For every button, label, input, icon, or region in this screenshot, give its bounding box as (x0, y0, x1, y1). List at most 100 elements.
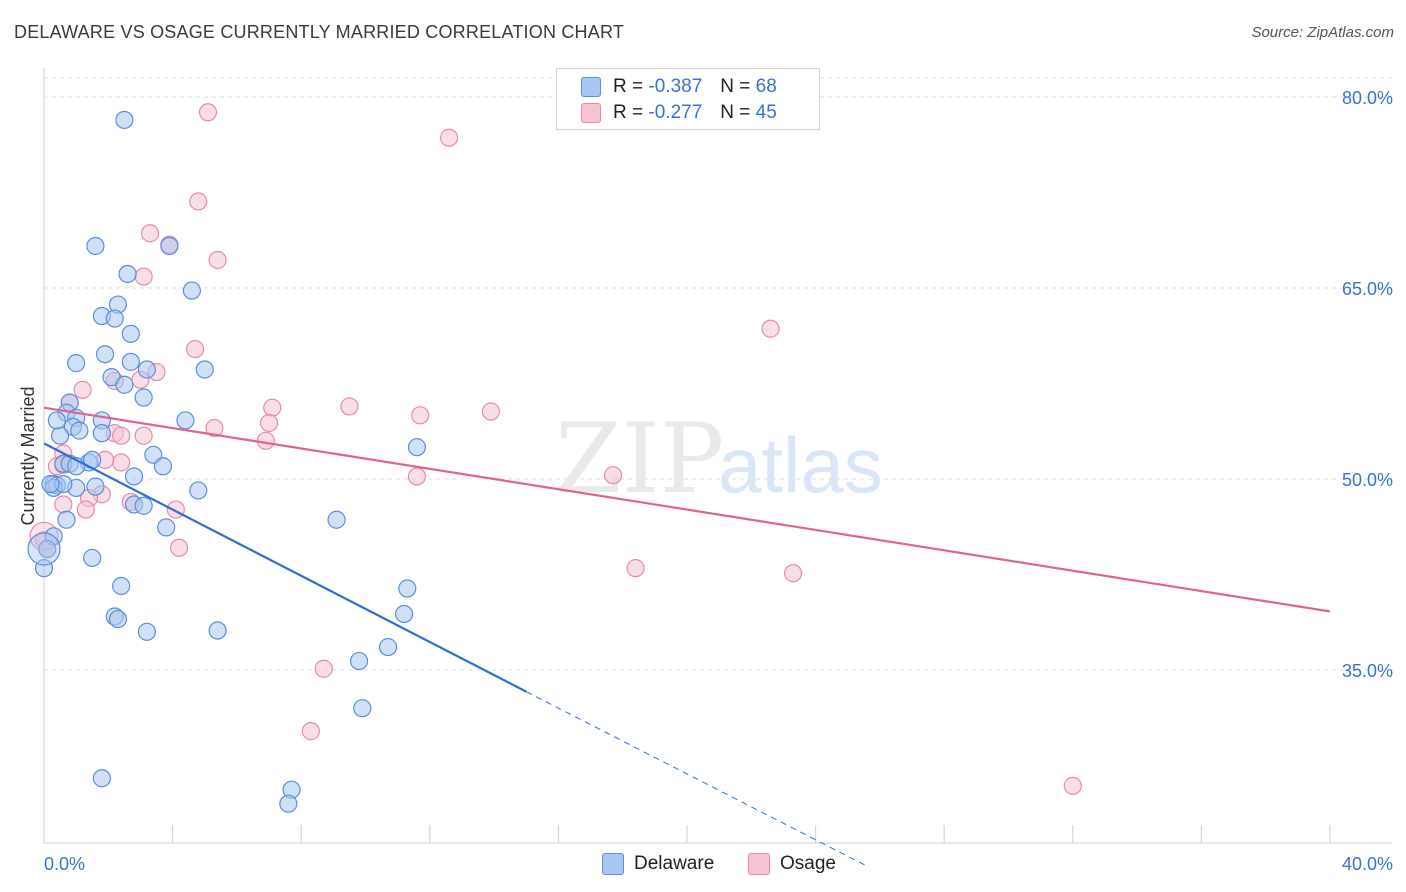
delaware-point-large (27, 532, 61, 566)
legend-row-delaware: R = -0.387 N = 68 (581, 75, 777, 99)
osage-point (603, 466, 623, 485)
y-tick-label: 35.0% (1342, 661, 1393, 681)
watermark-zip: ZIP (555, 403, 724, 515)
legend-row-osage: R = -0.277 N = 45 (581, 101, 777, 125)
delaware-point (38, 539, 57, 559)
osage-trend-line (43, 406, 1331, 613)
delaware-point (134, 496, 153, 515)
delaware-point (327, 510, 346, 529)
osage-point (73, 380, 92, 399)
osage-point (134, 426, 153, 445)
delaware-point (157, 518, 176, 537)
osage-point (481, 402, 500, 421)
osage-point (783, 564, 803, 583)
chart-title: DELAWARE VS OSAGE CURRENTLY MARRIED CORR… (14, 22, 625, 42)
delaware-swatch (602, 853, 624, 875)
delaware-point (92, 424, 111, 443)
delaware-point (57, 510, 76, 529)
delaware-point (208, 621, 227, 640)
y-tick-label: 65.0% (1342, 279, 1393, 299)
osage-swatch (581, 103, 601, 123)
y-axis-label: Currently Married (18, 386, 38, 525)
y-tick-label: 80.0% (1342, 88, 1393, 108)
delaware-point (121, 352, 140, 371)
osage-point (186, 340, 205, 359)
delaware-point (115, 110, 134, 130)
osage-point (54, 495, 73, 514)
watermark: ZIP atlas (555, 403, 883, 515)
delaware-swatch (581, 77, 601, 97)
delaware-point (189, 481, 208, 500)
osage-point (1063, 776, 1082, 795)
osage-point (208, 250, 227, 270)
osage-point (263, 398, 282, 417)
n-label: N = (720, 102, 751, 123)
delaware-point (195, 360, 214, 379)
osage-point (76, 500, 95, 519)
osage-point (169, 538, 189, 557)
delaware-point (108, 609, 128, 629)
delaware-trend-extension (526, 691, 868, 867)
delaware-point (50, 426, 70, 445)
delaware-point (279, 794, 298, 813)
delaware-point (182, 281, 201, 300)
delaware-points (27, 110, 427, 813)
delaware-point (137, 360, 156, 379)
r-label: R = (613, 102, 644, 123)
delaware-point (92, 769, 111, 788)
osage-point (134, 267, 153, 286)
delaware-point (83, 548, 102, 568)
osage-point (140, 224, 160, 243)
osage-point (761, 319, 780, 338)
source-label: Source: ZipAtlas.com (1251, 24, 1394, 41)
delaware-point (105, 309, 124, 328)
legend-item-osage[interactable]: Osage (748, 852, 836, 876)
axes (43, 68, 1392, 844)
delaware-point (176, 411, 195, 430)
delaware-point (47, 411, 66, 430)
osage-swatch (748, 853, 770, 875)
osage-point (198, 103, 218, 122)
osage-point (189, 192, 208, 211)
delaware-point (160, 236, 179, 256)
delaware-point (41, 474, 60, 494)
delaware-point (394, 604, 414, 624)
y-tick-label: 50.0% (1342, 470, 1393, 490)
x-tick-label-min: 0.0% (44, 854, 85, 874)
osage-point (112, 426, 131, 445)
legend-item-delaware[interactable]: Delaware (602, 852, 714, 876)
stats-legend: R = -0.387 N = 68 R = -0.277 N = 45 (556, 68, 820, 130)
osage-point (407, 467, 427, 486)
delaware-point (137, 622, 156, 641)
x-tick-label-max: 40.0% (1342, 854, 1393, 874)
n-value: 45 (755, 102, 777, 123)
trend-lines (43, 406, 1331, 867)
delaware-point (134, 388, 153, 407)
delaware-point (398, 579, 417, 598)
r-value: -0.277 (648, 102, 703, 123)
delaware-point (86, 477, 105, 496)
delaware-point (407, 438, 427, 457)
osage-point (301, 722, 320, 741)
osage-point (259, 413, 279, 433)
r-label: R = (613, 76, 644, 97)
n-label: N = (720, 76, 751, 97)
delaware-point (121, 324, 140, 343)
tick-labels: 35.0% 50.0% 65.0% 80.0% 0.0% 40.0% (44, 88, 1393, 874)
watermark-atlas: atlas (718, 421, 883, 509)
osage-point (626, 559, 645, 578)
delaware-point (67, 354, 86, 373)
n-value: 68 (755, 76, 777, 97)
delaware-point (353, 699, 372, 718)
legend-label-osage: Osage (780, 853, 836, 874)
delaware-point (86, 236, 105, 256)
delaware-point (115, 375, 134, 394)
r-value: -0.387 (648, 76, 703, 97)
delaware-point (378, 637, 398, 657)
delaware-point (153, 457, 173, 476)
delaware-point (70, 421, 89, 440)
grid-lines (44, 77, 1392, 671)
delaware-point (95, 345, 115, 364)
delaware-point (112, 576, 131, 596)
